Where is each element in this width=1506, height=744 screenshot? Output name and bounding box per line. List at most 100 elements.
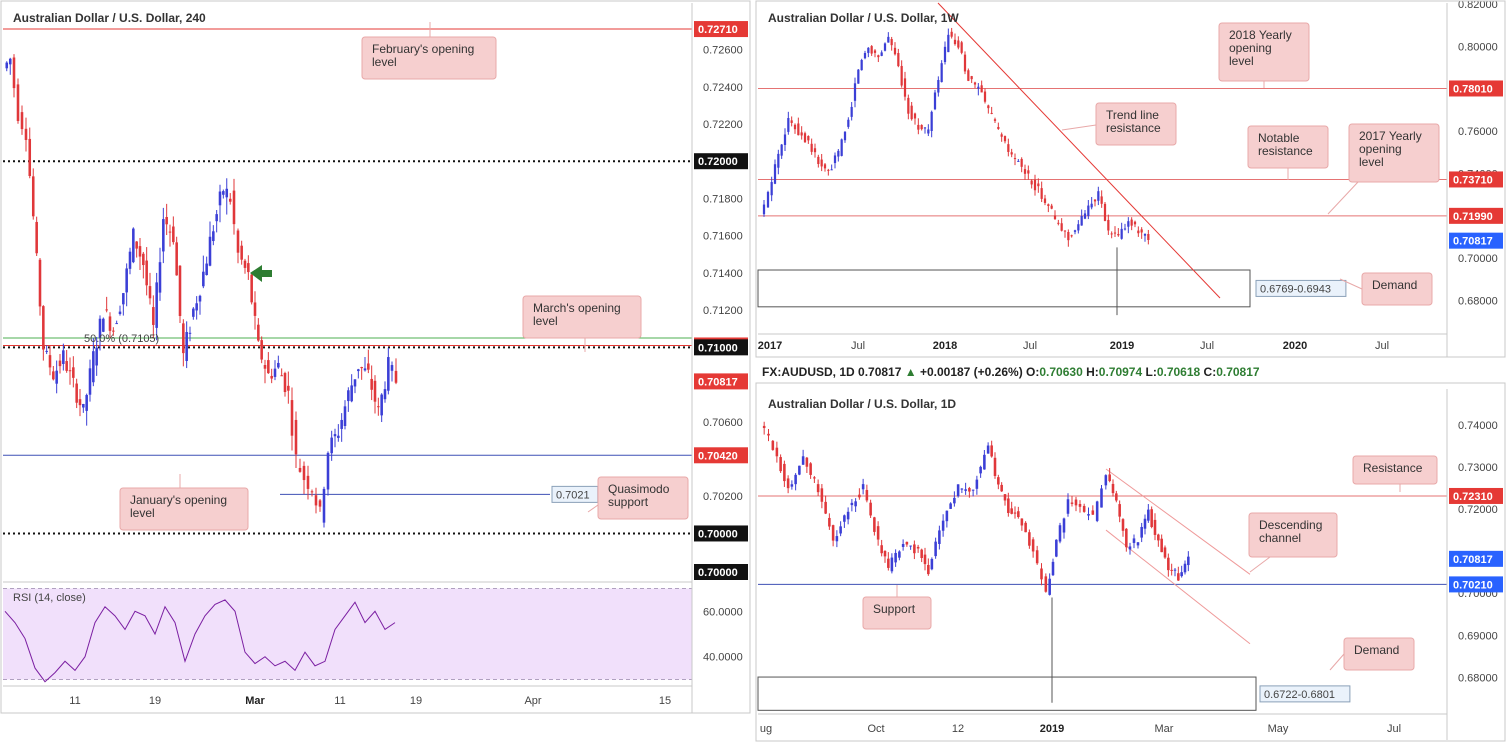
weekly-candle	[920, 124, 923, 130]
weekly-x-tick: Jul	[1200, 340, 1214, 352]
h4-y-tick: 0.72400	[703, 82, 743, 94]
daily-candle	[1163, 547, 1167, 558]
weekly-candle	[1097, 191, 1100, 201]
weekly-demand-zone	[757, 269, 1251, 308]
daily-candle	[1000, 484, 1003, 492]
h4-candle	[202, 271, 205, 287]
weekly-frame	[755, 0, 1506, 358]
h4-candle	[267, 360, 270, 374]
daily-candle	[1020, 518, 1024, 526]
h4-candle	[380, 394, 383, 416]
h4-candle	[250, 274, 253, 303]
weekly-annotation-2017-text: level	[1359, 155, 1384, 169]
h4-y-tick: 0.70600	[703, 417, 743, 429]
weekly-candle	[1007, 144, 1010, 152]
h4-candle	[85, 394, 88, 411]
weekly-y-tick: 0.76000	[1458, 126, 1498, 138]
weekly-candle	[967, 70, 970, 81]
h4-x-tick: 19	[410, 695, 422, 707]
daily-candle	[876, 526, 880, 540]
weekly-x-tick: 2019	[1110, 340, 1134, 352]
weekly-candle	[762, 204, 766, 215]
weekly-price-label	[1449, 232, 1503, 249]
h4-candle	[55, 370, 58, 384]
daily-candle	[858, 494, 861, 498]
weekly-candle	[900, 65, 903, 86]
h4-candle	[240, 245, 243, 260]
weekly-candle	[893, 47, 897, 55]
weekly-candle	[993, 119, 997, 121]
h4-frame	[0, 0, 751, 714]
daily-x-tick: Jul	[1387, 723, 1401, 735]
weekly-candle	[803, 133, 807, 143]
daily-candle	[930, 558, 934, 570]
h4-candle	[185, 332, 188, 361]
weekly-x-tick: Jul	[1023, 340, 1037, 352]
h4-candle	[125, 268, 128, 293]
weekly-annotation-2018-text: level	[1229, 54, 1254, 68]
weekly-candle	[1103, 203, 1107, 221]
weekly-candle	[930, 111, 933, 131]
daily-candle	[945, 510, 949, 522]
h4-candle	[387, 357, 390, 391]
weekly-annotation-trendline	[1095, 102, 1177, 146]
h4-candle	[394, 370, 398, 383]
weekly-candle	[913, 113, 917, 119]
h4-candle	[318, 500, 322, 507]
daily-candle	[1157, 534, 1160, 541]
weekly-candle	[1030, 180, 1033, 185]
h4-candle	[287, 385, 290, 391]
weekly-y-tick: 0.80000	[1458, 41, 1498, 53]
h4-candle	[198, 295, 202, 302]
weekly-annotation-notable-text: resistance	[1258, 144, 1313, 158]
daily-candle	[1147, 509, 1150, 521]
weekly-candle	[820, 159, 823, 167]
daily-demand-label-text: 0.6722-0.6801	[1264, 689, 1335, 701]
h4-price-label-text: 0.70420	[698, 450, 738, 462]
weekly-candle	[1003, 136, 1007, 142]
weekly-x-tick: 2017	[758, 340, 782, 352]
weekly-annotation-2018-text: 2018 Yearly	[1229, 28, 1292, 42]
daily-candle	[1024, 522, 1027, 533]
h4-price-label	[694, 21, 748, 38]
daily-x-tick: ug	[760, 723, 772, 735]
daily-candle	[835, 536, 839, 542]
h4-candle	[128, 251, 132, 269]
daily-price-label	[1449, 487, 1503, 504]
h4-candle	[253, 302, 257, 316]
weekly-x-tick: 2018	[933, 340, 957, 352]
h4-y-tick: 0.71800	[703, 193, 743, 205]
h4-candle	[72, 367, 75, 378]
daily-candle	[1118, 504, 1121, 517]
weekly-annotation-notable-text: Notable	[1258, 131, 1300, 145]
daily-header: FX:AUDUSD, 1D 0.70817 ▲ +0.00187 (+0.26%…	[762, 365, 1260, 379]
daily-price-label	[1449, 550, 1503, 567]
daily-annotation-resistance	[1352, 455, 1438, 485]
daily-candle	[887, 558, 890, 568]
h4-candle	[298, 467, 302, 472]
daily-candle	[964, 489, 967, 491]
weekly-candle	[1067, 231, 1070, 241]
weekly-candle	[933, 92, 937, 110]
h4-price-label	[694, 447, 748, 464]
weekly-candle	[910, 105, 913, 120]
weekly-candle	[1047, 204, 1050, 206]
h4-annotation-march-text: level	[533, 314, 558, 328]
h4-candle	[108, 316, 112, 331]
daily-candle	[975, 479, 979, 489]
daily-header-high: 0.70974	[1099, 365, 1146, 379]
daily-candle	[1153, 519, 1157, 535]
weekly-candle	[867, 47, 870, 53]
weekly-candle	[1140, 229, 1143, 233]
h4-price-label-text: 0.72710	[698, 24, 738, 36]
weekly-annotation-2017-text: 2017 Yearly	[1359, 129, 1422, 143]
weekly-candle	[817, 156, 820, 165]
weekly-annotation-trendline-text: resistance	[1106, 121, 1161, 135]
weekly-candle	[847, 119, 850, 127]
h4-candle	[148, 286, 152, 299]
h4-annotation-february-text: level	[372, 55, 397, 69]
rsi-y-tick: 60.0000	[703, 606, 743, 618]
daily-candle	[783, 463, 786, 482]
h4-candle	[314, 495, 318, 506]
